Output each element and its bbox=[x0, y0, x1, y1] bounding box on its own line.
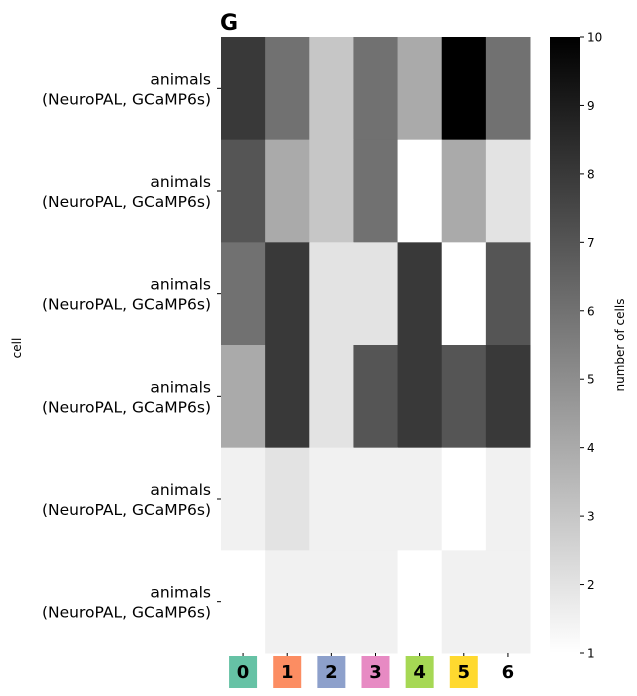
heatmap-cell bbox=[485, 139, 531, 243]
column-label: 4 bbox=[413, 662, 426, 683]
colorbar-tick-label: 9 bbox=[587, 99, 595, 113]
row-label: animals bbox=[150, 276, 211, 294]
heatmap-cell bbox=[485, 447, 531, 551]
heatmap-cell bbox=[309, 37, 354, 141]
colorbar-tick-label: 6 bbox=[587, 304, 595, 318]
colorbar: 1 2 3 4 5 6 7 8 9 10 number of cells bbox=[550, 31, 627, 661]
column-label: 6 bbox=[502, 662, 515, 683]
heatmap-cell bbox=[353, 345, 399, 449]
heatmap-cell bbox=[265, 37, 310, 141]
column-label-box bbox=[449, 656, 478, 688]
colorbar-label: number of cells bbox=[613, 299, 627, 392]
column-label-box bbox=[229, 656, 258, 688]
y-axis-label: cell bbox=[10, 338, 24, 359]
colorbar-tick-label: 8 bbox=[587, 167, 595, 181]
heatmap-cell bbox=[353, 139, 399, 243]
heatmap-cell bbox=[441, 37, 487, 141]
heatmap-cell bbox=[485, 242, 531, 346]
row-label: (NeuroPAL, GCaMP6s) bbox=[42, 90, 211, 108]
heatmap-cell bbox=[397, 345, 443, 449]
heatmap-cell bbox=[485, 37, 531, 141]
heatmap-cell bbox=[441, 242, 487, 346]
heatmap-cell bbox=[485, 550, 531, 654]
column-label-box bbox=[273, 656, 302, 688]
colorbar-tick-label: 7 bbox=[587, 236, 595, 250]
row-label: animals bbox=[150, 584, 211, 602]
heatmap-cell bbox=[309, 242, 354, 346]
colorbar-tick-label: 4 bbox=[587, 441, 595, 455]
row-label: (NeuroPAL, GCaMP6s) bbox=[42, 501, 211, 519]
chart-title: G bbox=[220, 11, 238, 36]
row-label: (NeuroPAL, GCaMP6s) bbox=[42, 296, 211, 314]
heatmap-cell bbox=[309, 345, 354, 449]
heatmap-cell bbox=[265, 550, 310, 654]
heatmap-cell bbox=[265, 447, 310, 551]
column-label: 1 bbox=[281, 662, 294, 683]
heatmap-cell bbox=[309, 139, 354, 243]
heatmap-cell bbox=[265, 139, 310, 243]
heatmap-cell bbox=[397, 550, 443, 654]
heatmap-cell bbox=[221, 37, 266, 141]
heatmap-cell bbox=[221, 550, 266, 654]
heatmap-cell bbox=[221, 345, 266, 449]
row-labels: animals (NeuroPAL, GCaMP6s) animals (NeuroP… bbox=[42, 70, 221, 622]
heatmap-cell bbox=[485, 345, 531, 449]
heatmap-cells bbox=[221, 37, 531, 654]
heatmap-cell bbox=[397, 447, 443, 551]
heatmap-cell bbox=[441, 447, 487, 551]
heatmap-cell bbox=[353, 242, 399, 346]
column-label: 2 bbox=[325, 662, 338, 683]
row-label: (NeuroPAL, GCaMP6s) bbox=[42, 604, 211, 622]
colorbar-tick-label: 10 bbox=[587, 31, 602, 45]
column-label-box bbox=[405, 656, 434, 688]
row-label: animals bbox=[150, 70, 211, 88]
colorbar-gradient bbox=[550, 37, 580, 653]
column-label-box bbox=[361, 656, 390, 688]
colorbar-tick-label: 5 bbox=[587, 373, 595, 387]
heatmap-cell bbox=[441, 550, 487, 654]
column-label: 5 bbox=[458, 662, 471, 683]
column-label: 3 bbox=[369, 662, 382, 683]
heatmap-cell bbox=[265, 345, 310, 449]
row-label: (NeuroPAL, GCaMP6s) bbox=[42, 193, 211, 211]
heatmap-cell bbox=[309, 447, 354, 551]
column-label: 0 bbox=[237, 662, 250, 683]
row-label: animals bbox=[150, 173, 211, 191]
column-label-box bbox=[317, 656, 346, 688]
heatmap-cell bbox=[221, 447, 266, 551]
row-label: animals bbox=[150, 378, 211, 396]
row-label: animals bbox=[150, 481, 211, 499]
colorbar-tick-label: 1 bbox=[587, 647, 595, 661]
row-label: (NeuroPAL, GCaMP6s) bbox=[42, 398, 211, 416]
heatmap-cell bbox=[397, 37, 443, 141]
colorbar-tick-label: 3 bbox=[587, 510, 595, 524]
heatmap-cell bbox=[397, 139, 443, 243]
heatmap-cell bbox=[221, 242, 266, 346]
column-labels: 0 1 2 3 4 5 6 bbox=[229, 653, 514, 688]
heatmap-cell bbox=[397, 242, 443, 346]
heatmap-cell bbox=[221, 139, 266, 243]
heatmap-cell bbox=[353, 447, 399, 551]
heatmap-cell bbox=[441, 345, 487, 449]
heatmap-cell bbox=[353, 37, 399, 141]
heatmap-cell bbox=[441, 139, 487, 243]
heatmap-cell bbox=[265, 242, 310, 346]
heatmap-cell bbox=[353, 550, 399, 654]
colorbar-tick-label: 2 bbox=[587, 578, 595, 592]
colorbar-ticks: 1 2 3 4 5 6 7 8 9 10 bbox=[580, 31, 602, 661]
heatmap-cell bbox=[309, 550, 354, 654]
